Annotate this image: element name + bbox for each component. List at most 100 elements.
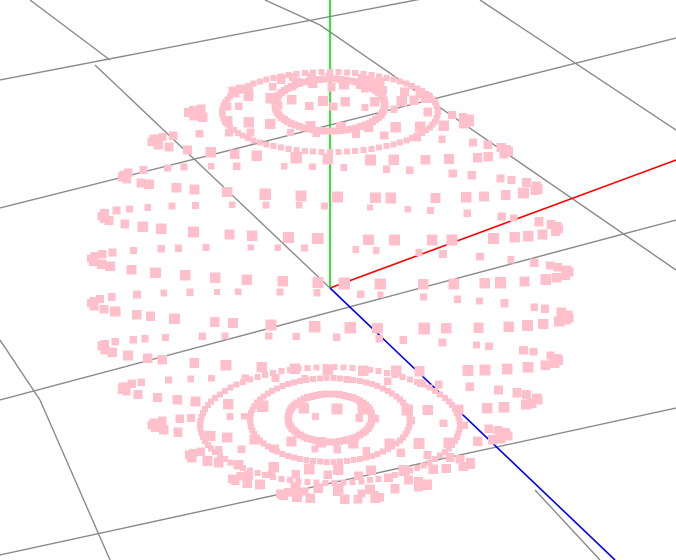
point-marker [195, 129, 204, 138]
point-marker [198, 112, 208, 122]
point-marker [241, 374, 249, 382]
point-marker [462, 364, 474, 377]
point-marker [317, 391, 325, 399]
grid-line [534, 489, 601, 560]
point-marker [287, 119, 295, 127]
point-marker [289, 363, 300, 374]
point-marker [244, 83, 251, 89]
point-marker [368, 72, 375, 78]
point-marker [497, 212, 506, 221]
point-marker [304, 394, 312, 402]
point-marker [360, 71, 367, 77]
point-marker [375, 335, 384, 343]
point-marker [561, 314, 572, 325]
point-marker [268, 461, 280, 473]
point-marker [392, 472, 398, 479]
point-marker [331, 438, 339, 446]
point-marker [239, 85, 246, 92]
point-marker [310, 148, 317, 155]
point-marker [286, 94, 297, 105]
point-marker [500, 190, 511, 200]
point-marker [153, 140, 163, 150]
point-marker [358, 478, 365, 485]
point-marker [354, 471, 363, 481]
point-marker [298, 402, 309, 414]
point-marker [441, 463, 451, 474]
point-marker [312, 437, 320, 445]
point-marker [224, 121, 231, 128]
point-marker [530, 185, 540, 195]
point-marker [270, 143, 277, 150]
point-marker [230, 90, 237, 97]
point-marker [404, 427, 411, 434]
point-marker [199, 409, 206, 416]
point-marker [322, 364, 329, 370]
point-marker [383, 143, 390, 150]
point-marker [100, 340, 109, 349]
point-marker [107, 347, 117, 357]
point-marker [274, 448, 281, 455]
point-marker [187, 413, 196, 422]
point-marker [271, 374, 280, 382]
point-marker [420, 381, 427, 388]
point-marker [455, 454, 465, 464]
point-marker [329, 102, 338, 111]
point-marker [286, 436, 297, 447]
point-marker [132, 310, 142, 320]
point-marker [432, 456, 439, 463]
point-marker [360, 147, 367, 153]
point-marker [494, 277, 506, 289]
point-marker [494, 385, 503, 395]
point-marker [417, 278, 429, 290]
point-marker [321, 127, 329, 135]
point-marker [344, 436, 352, 444]
point-marker [349, 364, 356, 371]
point-marker [196, 447, 206, 457]
point-marker [342, 126, 350, 134]
point-marker [522, 231, 534, 242]
point-marker [89, 296, 98, 306]
point-marker [209, 272, 221, 283]
point-marker [512, 388, 522, 398]
point-marker [399, 399, 406, 406]
point-marker [220, 359, 232, 371]
point-marker [124, 168, 133, 177]
point-marker [340, 164, 347, 171]
point-marker [389, 390, 396, 397]
point-marker [321, 390, 329, 398]
point-marker [388, 234, 400, 246]
point-marker [241, 412, 248, 420]
point-marker [390, 365, 402, 377]
point-marker [332, 464, 344, 476]
point-marker [241, 274, 253, 285]
point-marker [225, 128, 233, 137]
point-marker [293, 147, 300, 153]
point-marker [500, 299, 509, 308]
point-marker [367, 477, 374, 484]
point-marker [335, 69, 342, 76]
point-marker [270, 74, 277, 81]
point-marker [249, 427, 256, 434]
point-marker [540, 360, 550, 370]
point-marker [404, 475, 414, 485]
point-marker [375, 368, 382, 375]
point-marker [239, 132, 246, 139]
point-marker [352, 246, 359, 253]
point-marker [374, 450, 381, 457]
point-marker [441, 449, 448, 456]
point-marker [295, 123, 303, 131]
point-marker [300, 395, 308, 403]
point-marker [202, 438, 208, 444]
point-marker [189, 105, 198, 115]
point-marker [372, 78, 382, 88]
point-marker [414, 85, 421, 92]
point-marker [456, 418, 463, 424]
point-marker [187, 375, 194, 383]
point-marker [352, 433, 360, 441]
point-marker [384, 474, 390, 481]
point-marker [529, 348, 538, 356]
point-marker [472, 436, 483, 447]
point-marker [262, 371, 268, 378]
